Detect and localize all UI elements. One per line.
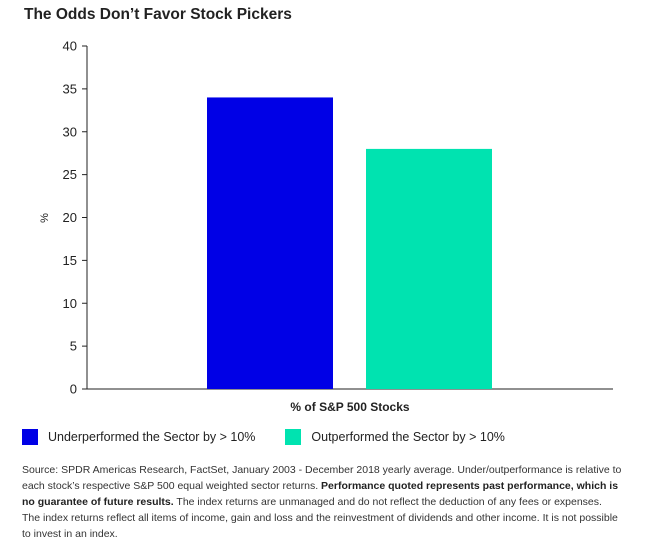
legend-item-underperformed: Underperformed the Sector by > 10%: [22, 429, 255, 445]
bar-underperformed: [207, 97, 333, 389]
legend-label-underperformed: Underperformed the Sector by > 10%: [48, 430, 256, 444]
y-tick-label: 25: [63, 167, 77, 182]
source-note: Source: SPDR Americas Research, FactSet,…: [22, 462, 622, 542]
chart-title: The Odds Don’t Favor Stock Pickers: [24, 6, 292, 23]
bars-group: [207, 97, 492, 389]
y-tick-label: 35: [63, 81, 77, 96]
legend-swatch-underperformed: [22, 429, 38, 445]
y-tick-label: 10: [63, 296, 77, 311]
bar-chart: 0 5 10 15 20 25 30 35 40 % % of S&P 500 Stocks: [39, 39, 613, 414]
y-tick-label: 0: [70, 382, 77, 397]
y-tick-label: 20: [63, 210, 77, 225]
legend-swatch-outperformed: [285, 429, 302, 445]
y-axis-ticks: 0 5 10 15 20 25 30 35 40: [63, 39, 87, 397]
y-tick-label: 40: [63, 39, 77, 54]
legend: Underperformed the Sector by > 10% Outpe…: [22, 429, 505, 445]
source-disclaimer-bold: Performance quoted represents past perfo…: [22, 480, 619, 508]
y-tick-label: 5: [70, 339, 77, 354]
source-text-1: Source: SPDR Americas Research, FactSet,…: [22, 464, 622, 492]
x-axis-label: % of S&P 500 Stocks: [290, 400, 409, 414]
legend-label-outperformed: Outperformed the Sector by > 10%: [311, 430, 505, 444]
y-axis-label: %: [39, 213, 51, 223]
y-tick-label: 15: [63, 253, 77, 268]
bar-outperformed: [366, 148, 492, 389]
y-tick-label: 30: [63, 124, 77, 139]
source-text-2: The index returns are unmanaged and do n…: [22, 496, 618, 540]
legend-item-outperformed: Outperformed the Sector by > 10%: [285, 429, 505, 445]
